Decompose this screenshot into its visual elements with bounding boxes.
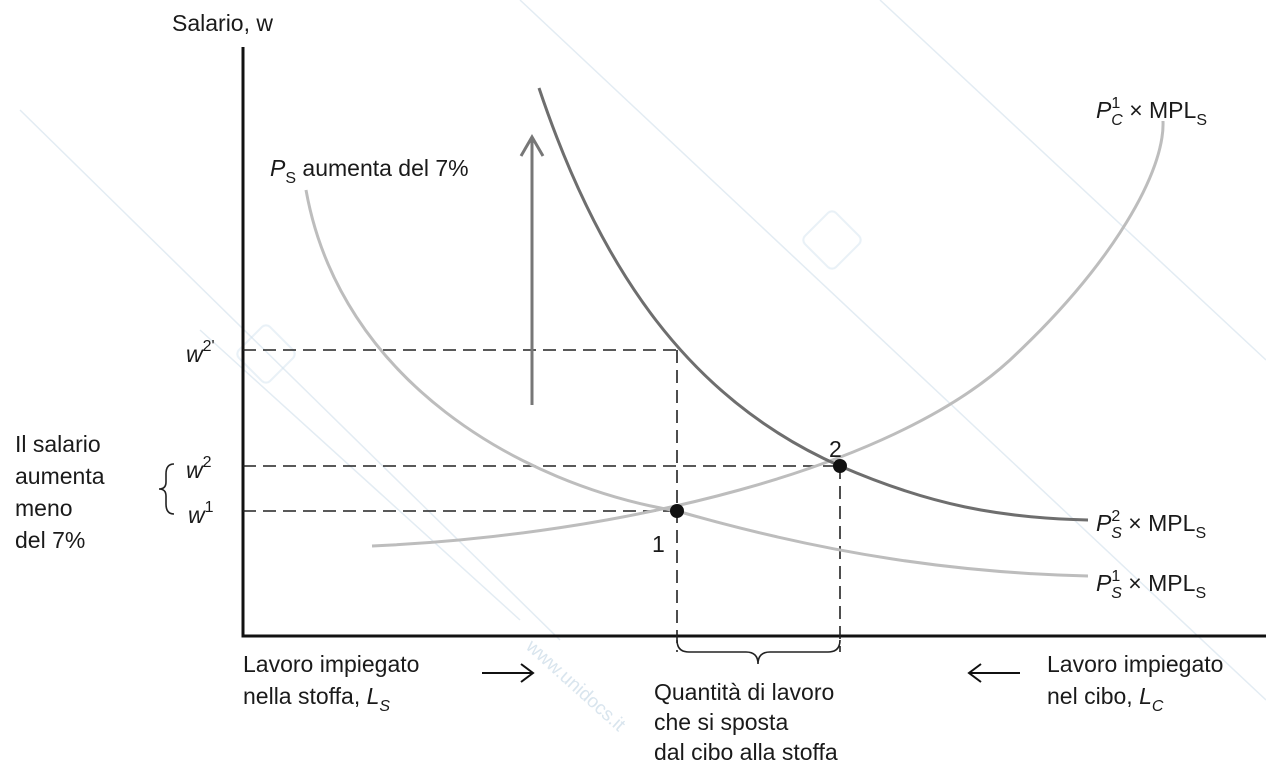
svg-text:del 7%: del 7% [15,527,85,553]
svg-text:Il salario: Il salario [15,431,101,457]
svg-text:Quantità di lavoro: Quantità di lavoro [654,679,834,705]
x-axis-left-label: Lavoro impiegato nella stoffa, LS [243,651,419,715]
watermark-logo-icon [236,210,862,384]
point-2-label: 2 [829,436,842,462]
curve-ps2-label: P2 S × MPLS [1096,508,1206,542]
svg-text:nel cibo, LC: nel cibo, LC [1047,683,1164,715]
svg-text:meno: meno [15,495,73,521]
equilibrium-point-1 [670,504,684,518]
arrow-right-icon [482,663,535,683]
svg-text:nella stoffa, LS: nella stoffa, LS [243,683,390,715]
svg-text:che si sposta: che si sposta [654,709,788,735]
svg-text:Lavoro impiegato: Lavoro impiegato [243,651,419,677]
wage-increase-brace [158,463,175,515]
axes [241,47,1266,638]
arrow-left-icon [967,663,1020,683]
curve-ps1-mpls [304,189,1089,578]
quantity-note: Quantità di lavoro che si sposta dal cib… [654,679,838,765]
shift-arrow [519,134,545,405]
watermark-text: www.unidocs.it [521,635,630,736]
svg-text:Lavoro impiegato: Lavoro impiegato [1047,651,1223,677]
equilibrium-point-2 [833,459,847,473]
svg-text:aumenta: aumenta [15,463,105,489]
shift-note: PS aumenta del 7% [270,155,469,187]
guide-lines [243,349,841,652]
quantity-brace [676,639,841,665]
curve-pc1-label: P1 C × MPLS [1096,95,1207,129]
wage-label-w2-prime: w2' [186,338,215,367]
watermark-lines [19,0,1266,701]
wage-label-w2: w2 [186,454,212,483]
x-axis-right-label: Lavoro impiegato nel cibo, LC [1047,651,1223,715]
left-note: Il salario aumenta meno del 7% [15,431,105,553]
y-axis-label: Salario, w [172,10,273,36]
svg-text:dal cibo alla stoffa: dal cibo alla stoffa [654,739,838,765]
point-1-label: 1 [652,531,665,557]
curve-ps2-mpls [537,87,1089,522]
curve-ps1-label: P1 S × MPLS [1096,568,1206,602]
curve-pc1-mpls [371,120,1165,548]
wage-label-w1: w1 [188,499,214,528]
